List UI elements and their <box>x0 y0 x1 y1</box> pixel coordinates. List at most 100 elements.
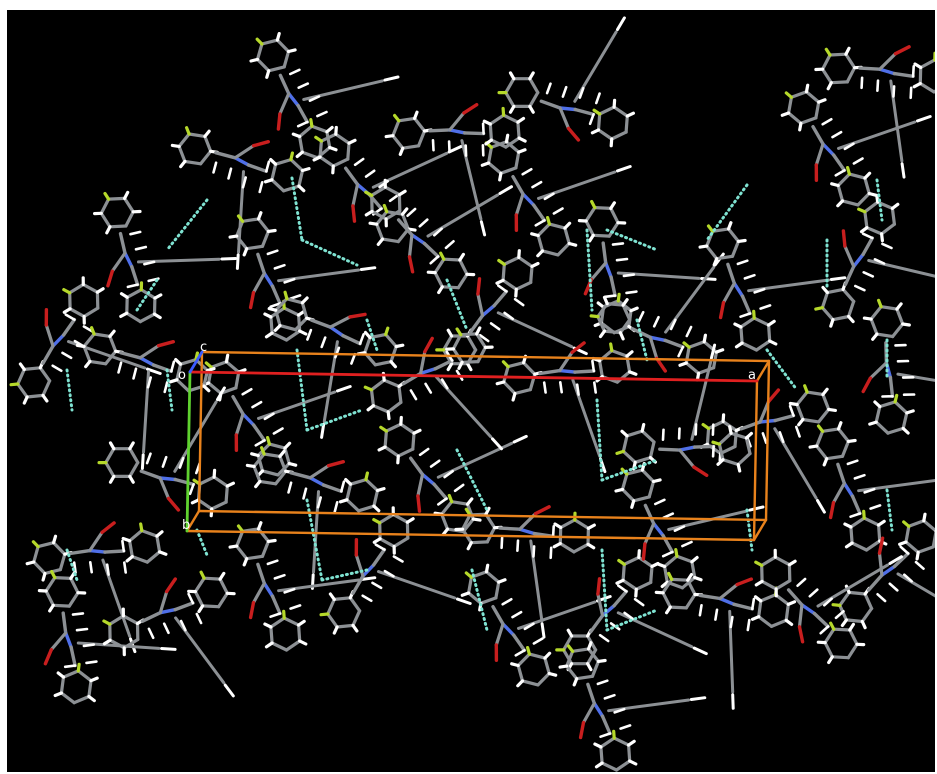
hydrogen-atom <box>242 247 249 257</box>
hydrogen-atom <box>325 125 334 134</box>
crystal-packing-diagram: o a b c <box>9 16 935 772</box>
bond <box>87 679 93 699</box>
hydrogen-atom <box>475 326 482 336</box>
bond <box>601 241 608 265</box>
bond <box>527 652 547 660</box>
molecule <box>9 276 162 405</box>
molecule <box>808 421 935 552</box>
bond <box>214 150 237 160</box>
hydrogen-atom <box>661 550 674 558</box>
bond <box>467 591 483 605</box>
hydrogen-atom <box>364 169 376 178</box>
bond <box>275 38 291 54</box>
hydrogen-atom <box>371 581 383 590</box>
oxygen-atom <box>533 505 551 516</box>
nitrogen-atom <box>328 325 345 338</box>
bond <box>773 413 796 423</box>
hydrogen-atom <box>689 696 707 701</box>
bond <box>599 745 604 765</box>
bond <box>68 548 92 556</box>
bond <box>539 99 562 110</box>
bond <box>584 219 595 237</box>
hydrogen-atom <box>298 329 308 336</box>
bond <box>32 544 40 564</box>
bond <box>556 241 571 257</box>
hydrogen-atom <box>296 120 309 128</box>
hydrogen-atom <box>178 456 185 469</box>
bond <box>874 405 882 424</box>
bond <box>284 329 302 342</box>
bond <box>675 554 694 564</box>
bond <box>831 314 851 322</box>
bond <box>869 305 883 321</box>
nitrogen-atom <box>521 192 536 207</box>
hydrogen-atom <box>267 307 278 312</box>
bond <box>622 555 641 566</box>
hydrogen-atom <box>320 422 326 439</box>
hydrogen-bond <box>365 318 379 352</box>
hydrogen-atom <box>521 168 533 176</box>
hydrogen-bond <box>595 398 604 482</box>
fluorine-atom <box>464 507 472 517</box>
hydrogen-atom <box>89 560 93 574</box>
bond <box>896 372 935 382</box>
bond <box>844 52 857 70</box>
bond <box>440 285 460 290</box>
hydrogen-atom <box>396 454 400 465</box>
bond <box>201 604 221 609</box>
hydrogen-atom <box>698 244 709 249</box>
bond <box>615 370 632 384</box>
hydrogen-atom <box>637 549 641 560</box>
bond <box>99 197 111 215</box>
bond <box>49 631 68 652</box>
bond <box>766 323 772 343</box>
hydrogen-atom <box>634 587 638 598</box>
hydrogen-atom <box>484 563 490 574</box>
bond <box>138 344 161 360</box>
bond <box>224 360 241 374</box>
hydrogen-atom <box>375 487 386 493</box>
hydrogen-atom <box>498 171 503 182</box>
bond <box>128 447 140 465</box>
hydrogen-atom <box>72 561 77 574</box>
fluorine-atom <box>382 203 389 214</box>
bond <box>740 294 752 316</box>
hydrogen-atom <box>62 307 72 314</box>
hydrogen-atom <box>863 487 876 494</box>
bond <box>177 132 191 148</box>
hydrogen-atom <box>821 387 829 397</box>
bond <box>235 529 245 548</box>
bond <box>661 577 674 595</box>
hydrogen-atom <box>286 48 297 54</box>
crystal-packing-viewer[interactable]: o a b c <box>7 10 935 772</box>
hydrogen-atom <box>728 425 733 435</box>
bond <box>487 161 503 175</box>
bond <box>904 540 920 554</box>
fluorine-atom <box>497 258 506 266</box>
bond <box>504 77 516 95</box>
hydrogen-atom <box>871 332 879 341</box>
hydrogen-atom <box>105 563 110 576</box>
fluorine-atom <box>266 436 271 446</box>
hydrogen-atom <box>796 577 807 588</box>
hydrogen-atom <box>491 437 503 451</box>
bond <box>128 461 140 478</box>
hydrogen-atom <box>409 389 418 401</box>
hydrogen-atom <box>913 62 923 70</box>
bond <box>504 136 521 149</box>
bond <box>504 90 516 109</box>
hydrogen-atom <box>712 257 719 267</box>
bond <box>637 555 654 569</box>
bond <box>662 554 679 569</box>
hydrogen-atom <box>879 232 885 243</box>
bond <box>690 560 697 580</box>
bond <box>245 244 265 251</box>
bond <box>620 487 636 503</box>
bond <box>876 200 895 210</box>
fluorine-atom <box>319 612 330 617</box>
hydrogen-atom <box>543 651 552 660</box>
bond <box>293 316 309 332</box>
hydrogen-atom <box>437 285 444 295</box>
unit-cell-box <box>185 350 771 542</box>
hydrogen-atom <box>256 211 263 221</box>
